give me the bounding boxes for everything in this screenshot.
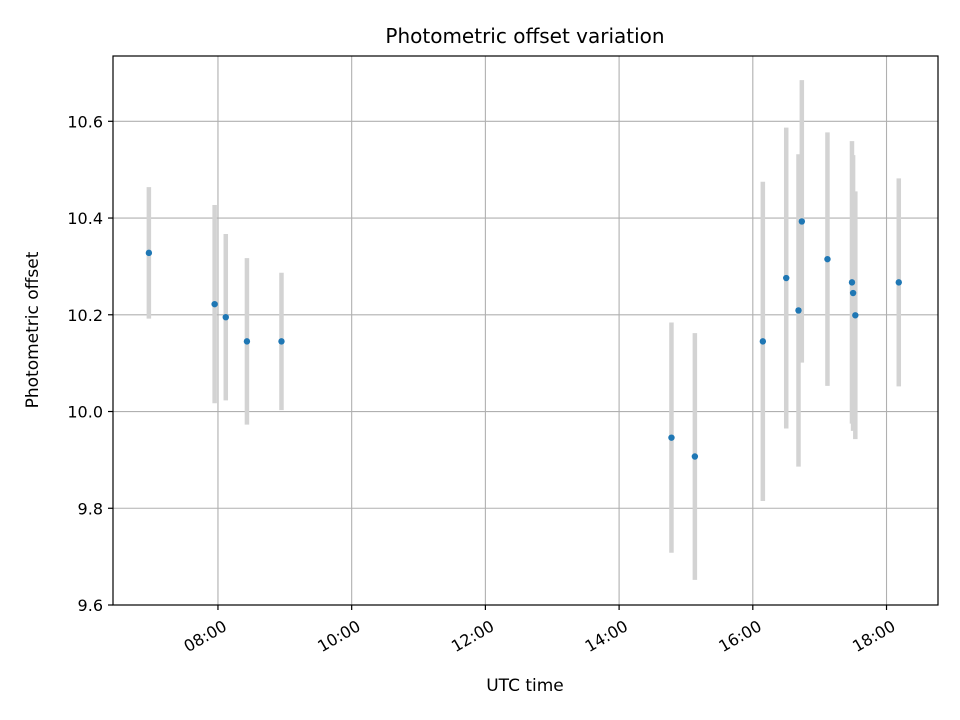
- y-axis-label: Photometric offset: [23, 251, 43, 408]
- x-tick-label: 08:00: [181, 616, 230, 656]
- x-tick-label: 12:00: [448, 616, 497, 656]
- data-point: [795, 307, 802, 314]
- error-bars: [146, 80, 902, 580]
- y-tick-label: 10.6: [67, 112, 103, 131]
- data-points: [145, 218, 902, 460]
- data-point: [849, 289, 857, 297]
- y-tick-label: 10.4: [67, 209, 103, 228]
- y-tick-label: 10.2: [67, 306, 103, 325]
- y-axis-ticks: 9.6 9.8 10.0 10.2 10.4 10.6: [67, 112, 113, 615]
- data-point: [783, 274, 790, 282]
- data-point: [668, 434, 675, 441]
- data-point: [243, 338, 251, 345]
- plot-area-frame: [112, 55, 939, 606]
- data-point: [759, 338, 767, 345]
- grid-lines: [113, 56, 938, 606]
- data-point: [824, 255, 831, 263]
- data-point: [852, 312, 859, 319]
- data-point: [798, 218, 806, 225]
- y-tick-label: 9.6: [78, 596, 103, 615]
- data-point: [895, 279, 902, 286]
- chart-title: Photometric offset variation: [385, 24, 664, 48]
- x-tick-label: 10:00: [314, 616, 363, 656]
- y-tick-label: 9.8: [78, 499, 103, 518]
- x-tick-label: 14:00: [582, 616, 631, 656]
- data-point: [145, 249, 153, 257]
- x-tick-label: 18:00: [849, 616, 898, 656]
- data-point: [848, 279, 856, 286]
- data-point: [211, 300, 218, 308]
- x-axis-ticks: 08:00 10:00 12:00 14:00 16:00 18:00: [181, 605, 899, 656]
- x-axis-label: UTC time: [486, 676, 564, 696]
- data-point: [278, 338, 285, 345]
- data-point: [222, 313, 229, 321]
- y-tick-label: 10.0: [67, 403, 103, 422]
- x-tick-label: 16:00: [715, 616, 764, 656]
- data-point: [691, 453, 699, 460]
